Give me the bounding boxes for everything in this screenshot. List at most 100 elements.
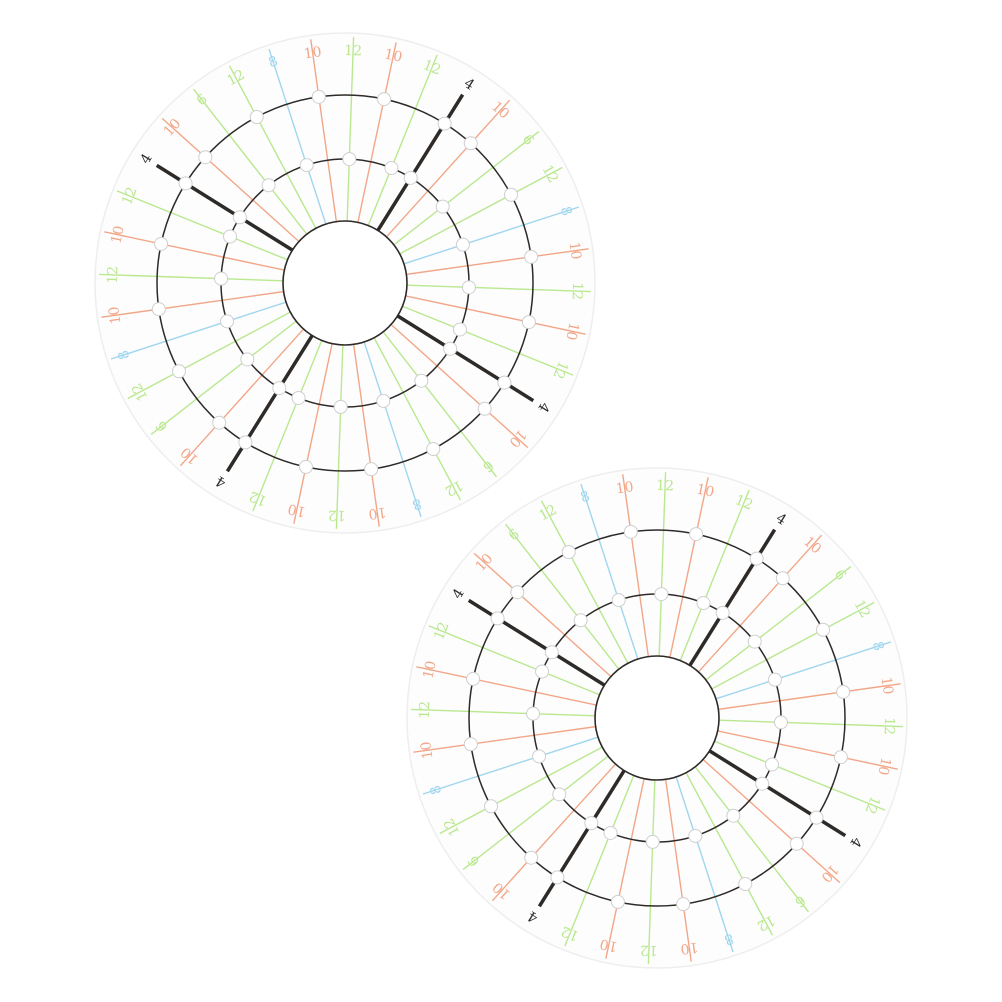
edge-label: 10 [695, 481, 716, 500]
bead-slot [490, 611, 505, 626]
radial-line-green [192, 88, 308, 235]
divider-line [376, 93, 465, 232]
bead-slot [249, 110, 264, 125]
radial-line-orange [473, 552, 612, 678]
bead-slot [532, 749, 547, 764]
radial-line-green [428, 625, 600, 696]
bead-slot [688, 828, 703, 843]
bead-slot [726, 808, 741, 823]
radial-line-green [335, 344, 344, 529]
bead-slot [463, 136, 478, 151]
bead-slot [198, 150, 213, 165]
bead-slot [212, 415, 227, 430]
outer-ring [468, 529, 846, 907]
edge-label: 10 [303, 44, 323, 62]
radial-line-orange [669, 477, 709, 658]
bead-slot [645, 834, 660, 849]
bead-slot [521, 315, 536, 330]
bead-slot [815, 622, 830, 637]
radial-line-orange [293, 343, 333, 524]
bead-slot [376, 393, 391, 408]
bead-slot [696, 596, 711, 611]
radial-line-green [402, 305, 574, 376]
radial-line-green [116, 190, 288, 261]
bead-slot [178, 176, 193, 191]
radial-line-orange [664, 779, 692, 962]
bead-slot [561, 545, 576, 560]
radial-line-orange [622, 474, 650, 657]
edge-label: 10 [286, 500, 307, 519]
divider-line [396, 314, 535, 403]
bead-slot [384, 161, 399, 176]
bead-slot [510, 585, 525, 600]
bead-slot [364, 462, 379, 477]
edge-label: 12 [431, 620, 453, 643]
bead-slot [550, 870, 565, 885]
radial-line-orange [104, 231, 285, 271]
bead-slot [298, 459, 313, 474]
edge-label: 12 [569, 282, 586, 300]
radial-line-orange [352, 344, 380, 527]
radial-line-green [228, 65, 317, 229]
radial-line-green [346, 37, 355, 222]
radial-line-green [393, 130, 540, 246]
edge-label: 10 [679, 939, 699, 957]
edge-label: 12 [119, 185, 141, 208]
radial-line-orange [405, 295, 586, 335]
radial-line-green [150, 320, 297, 436]
bead-slot [524, 249, 539, 264]
bead-slot [452, 322, 467, 337]
bead-slot [738, 876, 753, 891]
edge-label: 12 [129, 380, 151, 403]
bead-slot [238, 435, 253, 450]
bead-slot [775, 571, 790, 586]
bead-slot [240, 352, 255, 367]
radial-line-green [252, 340, 323, 512]
bead-slot [526, 706, 541, 721]
center-hole [594, 655, 720, 781]
radial-line-blue [363, 341, 422, 518]
bead-slot [466, 671, 481, 686]
edge-label: 10 [420, 659, 439, 680]
radial-line-blue [675, 776, 734, 953]
edge-label: 12 [754, 912, 777, 934]
edge-label: 12 [656, 478, 674, 495]
outer-ring [156, 94, 534, 472]
radial-line-green [718, 719, 903, 728]
edge-label: 12 [224, 67, 247, 89]
radial-line-orange [179, 328, 305, 467]
bead-slot [342, 152, 357, 167]
bead-slot [426, 441, 441, 456]
edge-label: 10 [566, 241, 584, 261]
bead-slot [767, 672, 782, 687]
radial-line-green [711, 601, 875, 690]
bead-slot [755, 776, 770, 791]
edge-label: 10 [418, 740, 436, 760]
radial-line-green [658, 472, 667, 657]
bead-slot [603, 825, 618, 840]
radial-line-orange [385, 99, 511, 238]
edge-label: 12 [861, 794, 883, 817]
bead-slot [764, 757, 779, 772]
edge-label: 12 [559, 922, 582, 944]
edge-label: 12 [549, 359, 571, 382]
divider-line [155, 163, 294, 252]
radial-line-green [439, 746, 603, 835]
radial-line-orange [697, 534, 823, 673]
edge-label: 12 [441, 815, 463, 838]
edge-label: 10 [562, 321, 581, 342]
bead-slot [291, 390, 306, 405]
bead-slot [477, 401, 492, 416]
bead-slot [220, 314, 235, 329]
bead-slot [333, 399, 348, 414]
radial-line-green [564, 775, 635, 947]
radial-line-green [705, 565, 852, 681]
bead-slot [272, 381, 287, 396]
edge-label: 12 [733, 492, 756, 514]
bead-slot [214, 271, 229, 286]
radial-line-green [399, 166, 563, 255]
bead-slot [809, 810, 824, 825]
bead-slot [676, 897, 691, 912]
radial-line-blue [268, 48, 327, 225]
